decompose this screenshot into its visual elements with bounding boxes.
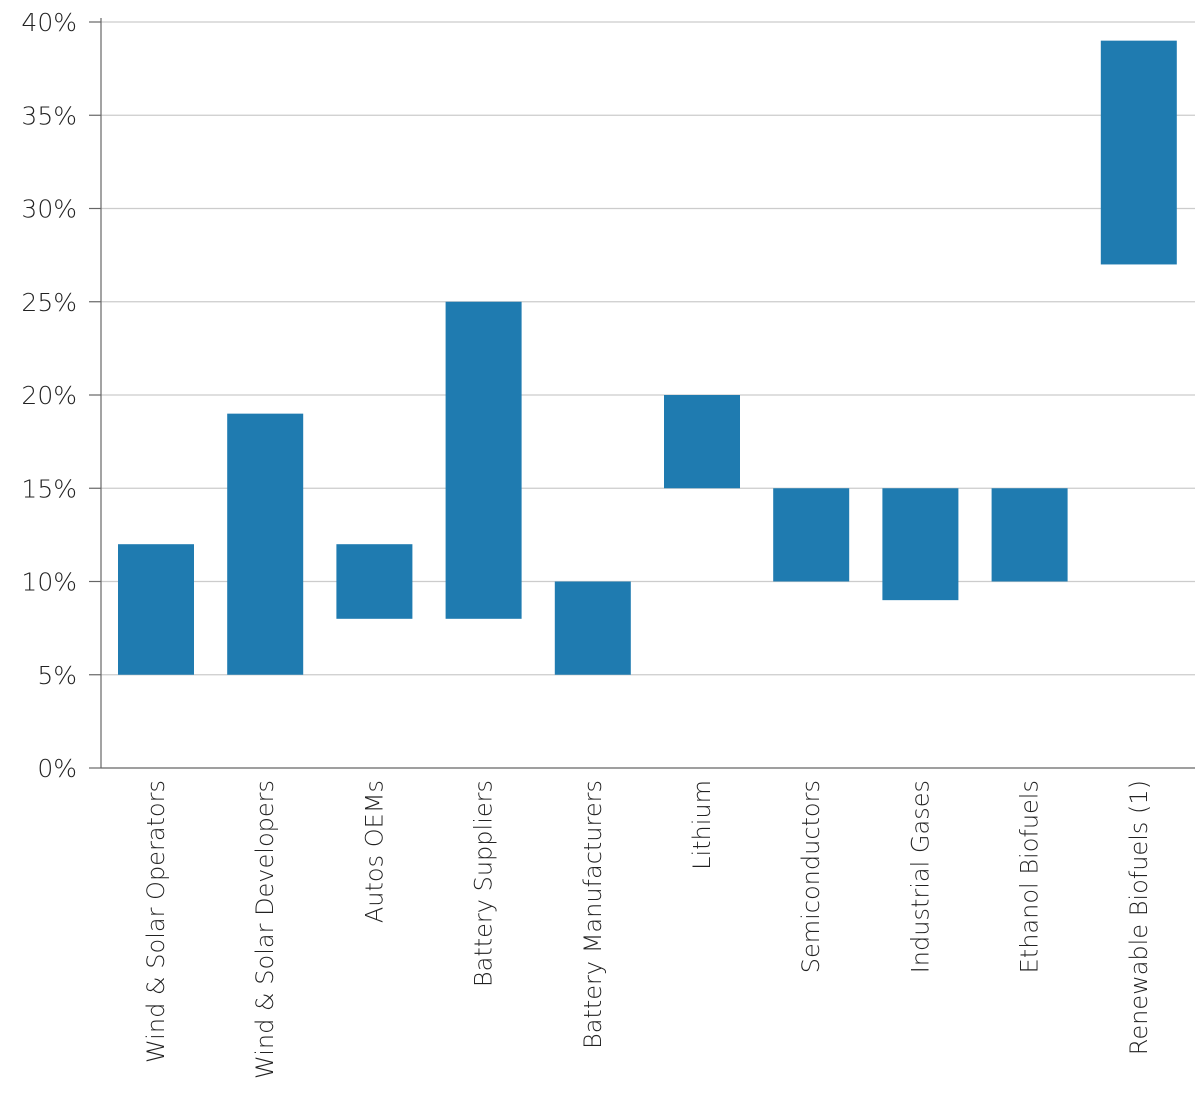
x-category-label: Wind & Solar Developers bbox=[251, 780, 279, 1079]
y-tick-label: 10% bbox=[21, 568, 77, 597]
x-category-label: Battery Manufacturers bbox=[579, 780, 607, 1049]
x-category-label: Industrial Gases bbox=[906, 780, 934, 973]
range-bar bbox=[882, 488, 959, 601]
y-tick-label: 0% bbox=[37, 754, 77, 783]
range-bar bbox=[445, 301, 522, 619]
y-tick-label: 20% bbox=[21, 381, 77, 410]
x-category-label: Lithium bbox=[688, 780, 716, 870]
range-bar bbox=[1100, 40, 1177, 265]
range-bar bbox=[336, 544, 413, 619]
y-axis-ticks: 0% 5% 10% 15% 20% 25% 30% 35% 40% bbox=[21, 8, 101, 783]
range-bar bbox=[773, 488, 850, 582]
x-category-label: Autos OEMs bbox=[360, 780, 388, 923]
x-category-label: Wind & Solar Operators bbox=[142, 780, 170, 1063]
y-tick-label: 35% bbox=[21, 101, 77, 130]
category-labels: Wind & Solar Operators Wind & Solar Devel… bbox=[142, 780, 1153, 1079]
range-bar bbox=[118, 544, 194, 675]
y-tick-label: 25% bbox=[21, 288, 77, 317]
range-bar bbox=[991, 488, 1068, 582]
axes bbox=[100, 18, 1195, 769]
range-bar bbox=[554, 581, 631, 675]
y-tick-label: 15% bbox=[21, 474, 77, 503]
x-category-label: Ethanol Biofuels bbox=[1016, 780, 1044, 973]
x-category-label: Renewable Biofuels (1) bbox=[1125, 780, 1153, 1055]
y-tick-label: 5% bbox=[37, 661, 77, 690]
x-category-label: Battery Suppliers bbox=[470, 780, 498, 987]
bars bbox=[118, 40, 1177, 675]
y-tick-label: 30% bbox=[21, 195, 77, 224]
y-tick-label: 40% bbox=[21, 8, 77, 37]
range-bar bbox=[664, 395, 740, 489]
x-category-label: Semiconductors bbox=[797, 780, 825, 973]
range-bar bbox=[227, 413, 304, 675]
